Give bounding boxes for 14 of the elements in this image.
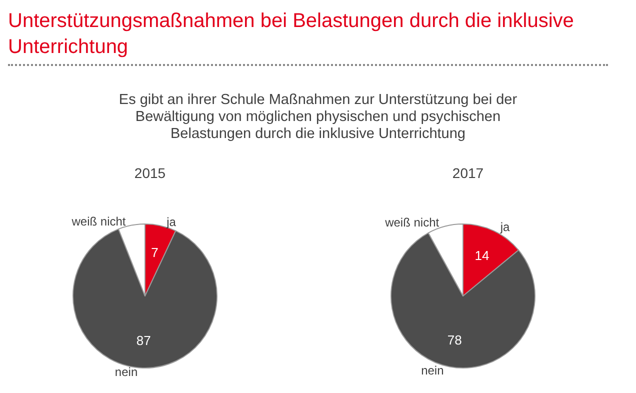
slice-label: weiß nicht (384, 215, 440, 230)
slice-label: nein (114, 364, 138, 379)
data-label: 78 (447, 332, 462, 348)
text: Es gibt an ihrer Schule Maßnahmen zur Unterstützung bei der Bewältigung von möglichen physischen und psychischen Belastungen durch die inklusive Unterrichtung (118, 92, 518, 143)
data-label: 7 (151, 244, 158, 260)
slice-label: ja (499, 220, 510, 234)
data-label: 87 (136, 333, 151, 348)
slice-label: weiß nicht (70, 214, 126, 228)
chart-title: 2015 (134, 165, 166, 181)
slice-label: ja (166, 214, 176, 229)
text: Unterstützungsmaßnahmen bei Belastungen durch die inklusive Unterrichtung (8, 8, 608, 66)
chart-title: 2017 (452, 165, 484, 181)
slice-label: nein (421, 364, 444, 378)
data-label: 14 (474, 248, 490, 264)
